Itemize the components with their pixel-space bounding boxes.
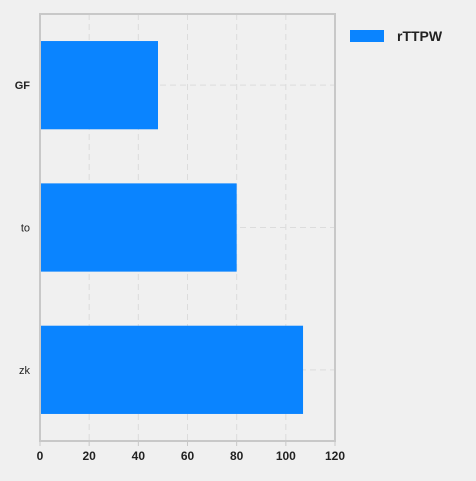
bar-to	[40, 183, 237, 272]
y-tick-label: GF	[15, 80, 31, 92]
x-tick-label: 60	[181, 449, 195, 463]
y-tick-label: to	[21, 223, 30, 235]
x-tick-label: 0	[37, 449, 44, 463]
y-tick-label: zk	[19, 365, 31, 377]
x-tick-label: 20	[82, 449, 96, 463]
legend-label: rTTPW	[397, 28, 443, 44]
legend-swatch	[350, 30, 384, 42]
x-tick-label: 120	[325, 449, 345, 463]
legend: rTTPW	[350, 28, 443, 44]
x-tick-label: 100	[276, 449, 296, 463]
axes: GF to zk 0 20 40 60 80 100 120	[15, 13, 345, 463]
x-tick-label: 40	[132, 449, 146, 463]
x-tick-label: 80	[230, 449, 244, 463]
bar-gf	[40, 41, 158, 130]
bar-zk	[40, 325, 304, 414]
bars	[40, 41, 304, 414]
